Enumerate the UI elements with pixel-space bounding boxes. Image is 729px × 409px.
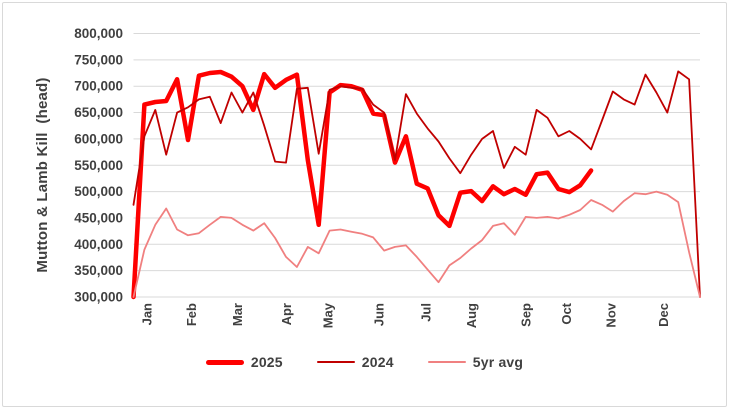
y-tick-label: 700,000 bbox=[74, 79, 123, 94]
x-tick-label-mar: Mar bbox=[230, 303, 245, 326]
series-line-5yr-avg bbox=[132, 190, 701, 298]
x-tick-label-nov: Nov bbox=[604, 302, 619, 327]
legend-line-swatch bbox=[205, 359, 244, 365]
legend-label: 5yr avg bbox=[472, 354, 524, 370]
legend-label: 2024 bbox=[361, 354, 394, 370]
x-tick-label-jan: Jan bbox=[140, 303, 155, 325]
series-line-2024 bbox=[132, 70, 701, 298]
x-tick-label-jun: Jun bbox=[372, 303, 387, 326]
x-tick-label-oct: Oct bbox=[559, 302, 574, 324]
y-tick-label: 450,000 bbox=[74, 210, 123, 225]
y-tick-label: 800,000 bbox=[74, 26, 123, 41]
x-tick-label-dec: Dec bbox=[656, 303, 671, 327]
y-tick-label: 300,000 bbox=[74, 290, 123, 305]
legend: 2025 2024 5yr avg bbox=[0, 354, 729, 370]
y-tick-label: 550,000 bbox=[74, 158, 123, 173]
y-tick-label: 600,000 bbox=[74, 131, 123, 146]
y-tick-label: 500,000 bbox=[74, 184, 123, 199]
series-line-2025 bbox=[131, 69, 594, 300]
y-tick-label: 750,000 bbox=[74, 52, 123, 67]
y-tick-label: 350,000 bbox=[74, 263, 123, 278]
x-tick-label-jul: Jul bbox=[418, 303, 433, 322]
legend-item-2024: 2024 bbox=[316, 354, 394, 370]
legend-line-swatch bbox=[427, 360, 466, 364]
legend-line-swatch bbox=[316, 360, 355, 364]
legend-label: 2025 bbox=[250, 354, 283, 370]
legend-item-2025: 2025 bbox=[205, 354, 283, 370]
y-tick-label: 650,000 bbox=[74, 105, 123, 120]
y-tick-label: 400,000 bbox=[74, 237, 123, 252]
legend-item-5yr-avg: 5yr avg bbox=[427, 354, 524, 370]
x-tick-label-aug: Aug bbox=[464, 303, 479, 328]
x-tick-label-sep: Sep bbox=[519, 303, 534, 327]
x-tick-label-may: May bbox=[320, 302, 335, 328]
x-tick-label-apr: Apr bbox=[279, 303, 294, 325]
x-tick-label-feb: Feb bbox=[184, 303, 199, 326]
